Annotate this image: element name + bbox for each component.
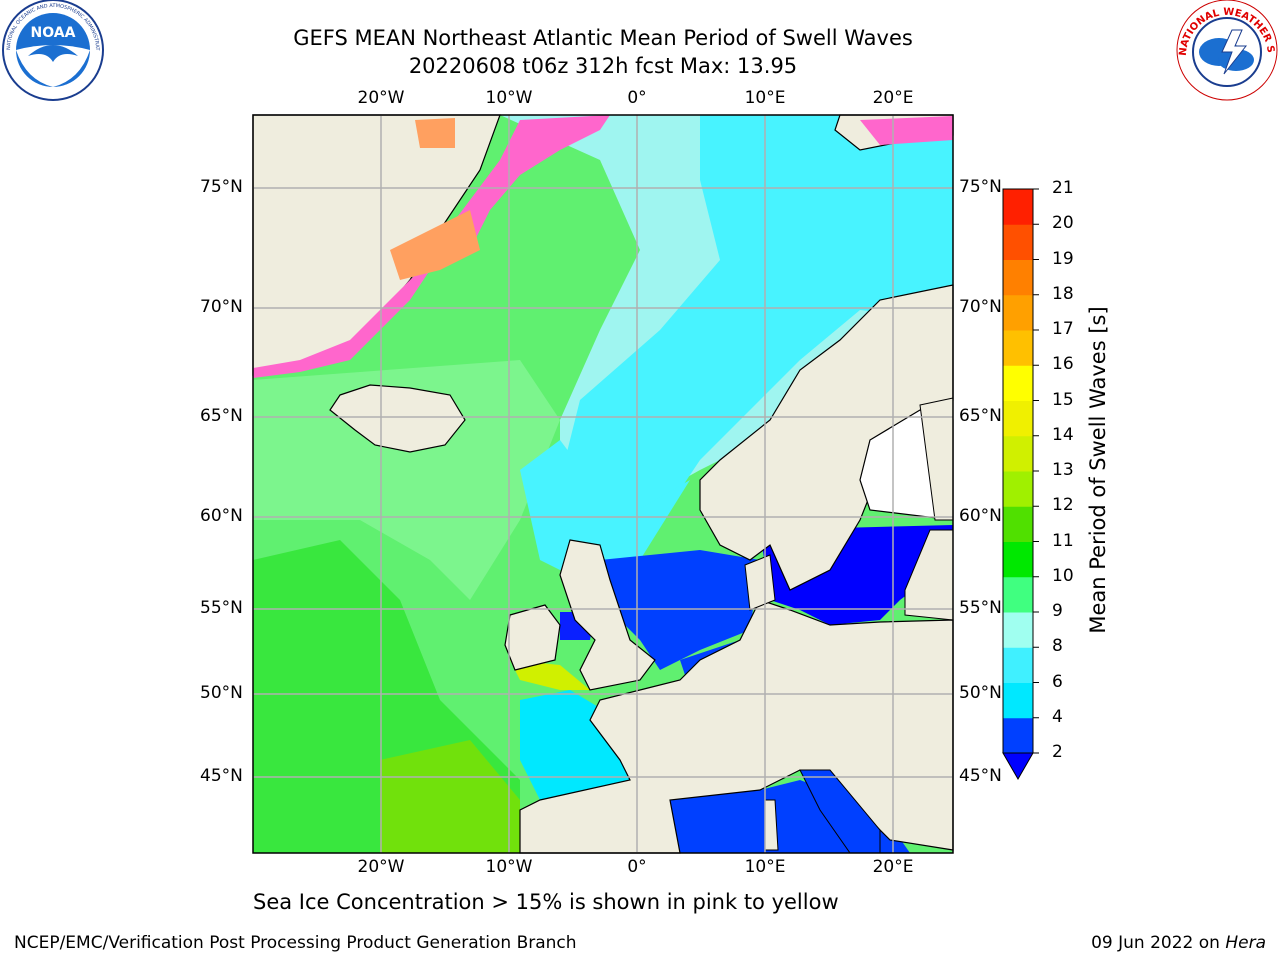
lon-label-bottom: 0° xyxy=(627,857,647,877)
colorbar-segment xyxy=(1003,506,1033,542)
colorbar-segment xyxy=(1003,224,1033,260)
map-subtitle: 20220608 t06z 312h fcst Max: 13.95 xyxy=(408,54,798,78)
lat-label-right: 70°N xyxy=(959,297,1002,317)
colorbar-segment xyxy=(1003,294,1033,331)
lon-label-top: 20°W xyxy=(357,88,405,108)
colorbar-tick-label: 12 xyxy=(1052,495,1074,516)
colorbar xyxy=(1002,188,1039,781)
colorbar-segment xyxy=(1003,682,1033,719)
lat-label-left: 55°N xyxy=(200,598,243,618)
colorbar-segment xyxy=(1003,541,1033,578)
lat-label-right: 65°N xyxy=(959,406,1002,426)
lat-label-right: 50°N xyxy=(959,683,1002,703)
lat-label-right: 60°N xyxy=(959,506,1002,526)
colorbar-segment xyxy=(1003,576,1033,613)
colorbar-segment xyxy=(1003,471,1033,507)
colorbar-tick-label: 21 xyxy=(1052,178,1074,198)
lat-label-left: 75°N xyxy=(200,177,243,197)
lon-label-top: 0° xyxy=(627,88,647,108)
lat-label-left: 60°N xyxy=(200,506,243,526)
lat-label-left: 70°N xyxy=(200,297,243,317)
lat-label-left: 50°N xyxy=(200,683,243,703)
colorbar-segment xyxy=(1003,259,1033,296)
colorbar-segment xyxy=(1003,612,1033,648)
colorbar-tick-label: 2 xyxy=(1052,742,1063,762)
colorbar-tick-label: 18 xyxy=(1052,283,1074,304)
colorbar-tick-label: 14 xyxy=(1052,424,1074,445)
lon-label-bottom: 20°W xyxy=(357,857,405,877)
colorbar-segment xyxy=(1003,365,1033,401)
colorbar-tick-label: 16 xyxy=(1052,354,1074,375)
colorbar-label: Mean Period of Swell Waves [s] xyxy=(1086,306,1110,634)
colorbar-tick-label: 10 xyxy=(1052,565,1074,586)
footer-host: Hera xyxy=(1225,933,1266,953)
colorbar-tick-label: 15 xyxy=(1052,389,1074,410)
footer-date-text: 09 Jun 2022 on xyxy=(1091,933,1226,953)
lon-label-top: 10°E xyxy=(744,88,786,108)
lat-label-right: 55°N xyxy=(959,598,1002,618)
lat-label-right: 45°N xyxy=(959,766,1002,786)
colorbar-tick-label: 4 xyxy=(1052,706,1063,727)
colorbar-tick-label: 17 xyxy=(1052,319,1074,339)
lon-label-bottom: 10°W xyxy=(485,857,533,877)
lat-label-right: 75°N xyxy=(959,177,1002,197)
colorbar-tick-label: 6 xyxy=(1052,671,1063,692)
colorbar-segment xyxy=(1003,189,1033,225)
colorbar-extend-arrow xyxy=(1002,752,1034,781)
svg-text:NOAA: NOAA xyxy=(31,25,76,41)
map-title: GEFS MEAN Northeast Atlantic Mean Period… xyxy=(293,26,913,50)
lon-label-top: 10°W xyxy=(485,88,533,108)
map-plot xyxy=(252,114,954,854)
colorbar-tick-label: 11 xyxy=(1052,530,1074,551)
colorbar-segment xyxy=(1003,647,1033,683)
colorbar-segment xyxy=(1003,435,1033,472)
sea-ice-note: Sea Ice Concentration > 15% is shown in … xyxy=(253,890,839,914)
colorbar-tick-label: 19 xyxy=(1052,248,1074,269)
colorbar-tick-label: 13 xyxy=(1052,460,1074,480)
colorbar-segment xyxy=(1003,330,1033,366)
nws-logo: NATIONAL WEATHER SERVICE xyxy=(1174,0,1278,101)
lon-label-top: 20°E xyxy=(872,88,914,108)
footer-credit: NCEP/EMC/Verification Post Processing Pr… xyxy=(14,933,577,953)
colorbar-tick-label: 20 xyxy=(1052,213,1074,234)
lon-label-bottom: 10°E xyxy=(744,857,786,877)
footer-date: 09 Jun 2022 on Hera xyxy=(1091,933,1266,953)
lat-label-left: 65°N xyxy=(200,406,243,426)
colorbar-segment xyxy=(1003,400,1033,437)
colorbar-segment xyxy=(1003,717,1033,754)
colorbar-tick-label: 9 xyxy=(1052,601,1063,621)
lon-label-bottom: 20°E xyxy=(872,857,914,877)
colorbar-tick-label: 8 xyxy=(1052,636,1063,657)
lat-label-left: 45°N xyxy=(200,766,243,786)
noaa-logo: NOAA NATIONAL OCEANIC AND ATMOSPHERIC AD… xyxy=(0,0,104,101)
